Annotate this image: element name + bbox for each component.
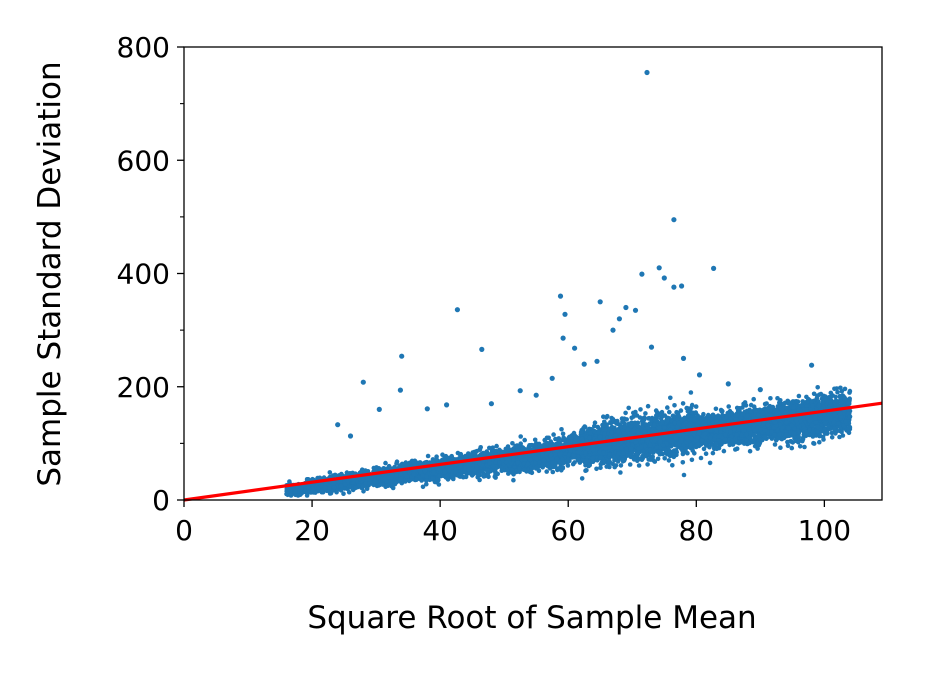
scatter-point [796, 403, 802, 409]
scatter-point [842, 386, 848, 392]
scatter-point [511, 477, 516, 483]
scatter-point [550, 469, 556, 475]
scatter-point [652, 459, 658, 464]
scatter-point [631, 410, 636, 416]
scatter-point [707, 460, 713, 466]
scatter-point [420, 484, 426, 490]
scatter-point [800, 435, 805, 441]
scatter-point [612, 457, 617, 463]
scatter-point [796, 393, 802, 399]
scatter-point [797, 444, 803, 449]
scatter-point [681, 472, 687, 478]
scatter-point [627, 462, 633, 467]
scatter-point [602, 419, 607, 425]
scatter-point [327, 470, 333, 475]
scatter-point [624, 417, 629, 422]
scatter-point [595, 424, 601, 430]
scatter-point [789, 445, 795, 451]
scatter-point [551, 432, 556, 437]
scatter-point [545, 462, 551, 468]
scatter-points [284, 69, 853, 498]
scatter-point [532, 437, 538, 443]
scatter-point [689, 457, 695, 463]
scatter-point [668, 395, 673, 401]
scatter-point [680, 401, 686, 406]
scatter-point [559, 427, 564, 432]
scatter-point [608, 421, 614, 426]
scatter-point [487, 445, 492, 451]
scatter-point [623, 410, 628, 416]
scatter-point [565, 463, 571, 468]
scatter-point [778, 445, 783, 451]
scatter-point [425, 453, 431, 459]
scatter-point [829, 430, 835, 436]
scatter-point [645, 403, 651, 409]
scatter-point [645, 462, 650, 467]
scatter-point [835, 389, 840, 395]
scatter-point [802, 444, 807, 450]
scatter-point [638, 407, 643, 412]
scatter-point [713, 406, 719, 412]
scatter-point [701, 411, 706, 417]
scatter-point [522, 437, 527, 443]
scatter-point [662, 456, 667, 461]
scatter-point [815, 385, 820, 390]
scatter-point [698, 455, 704, 461]
scatter-point [648, 456, 653, 462]
scatter-point [390, 485, 396, 491]
scatter-point [785, 443, 791, 449]
scatter-point [424, 481, 429, 487]
scatter-point [655, 456, 661, 462]
scatter-point [775, 396, 780, 401]
scatter-point [640, 453, 645, 459]
scatter-point [612, 464, 617, 470]
scatter-point [643, 411, 648, 416]
